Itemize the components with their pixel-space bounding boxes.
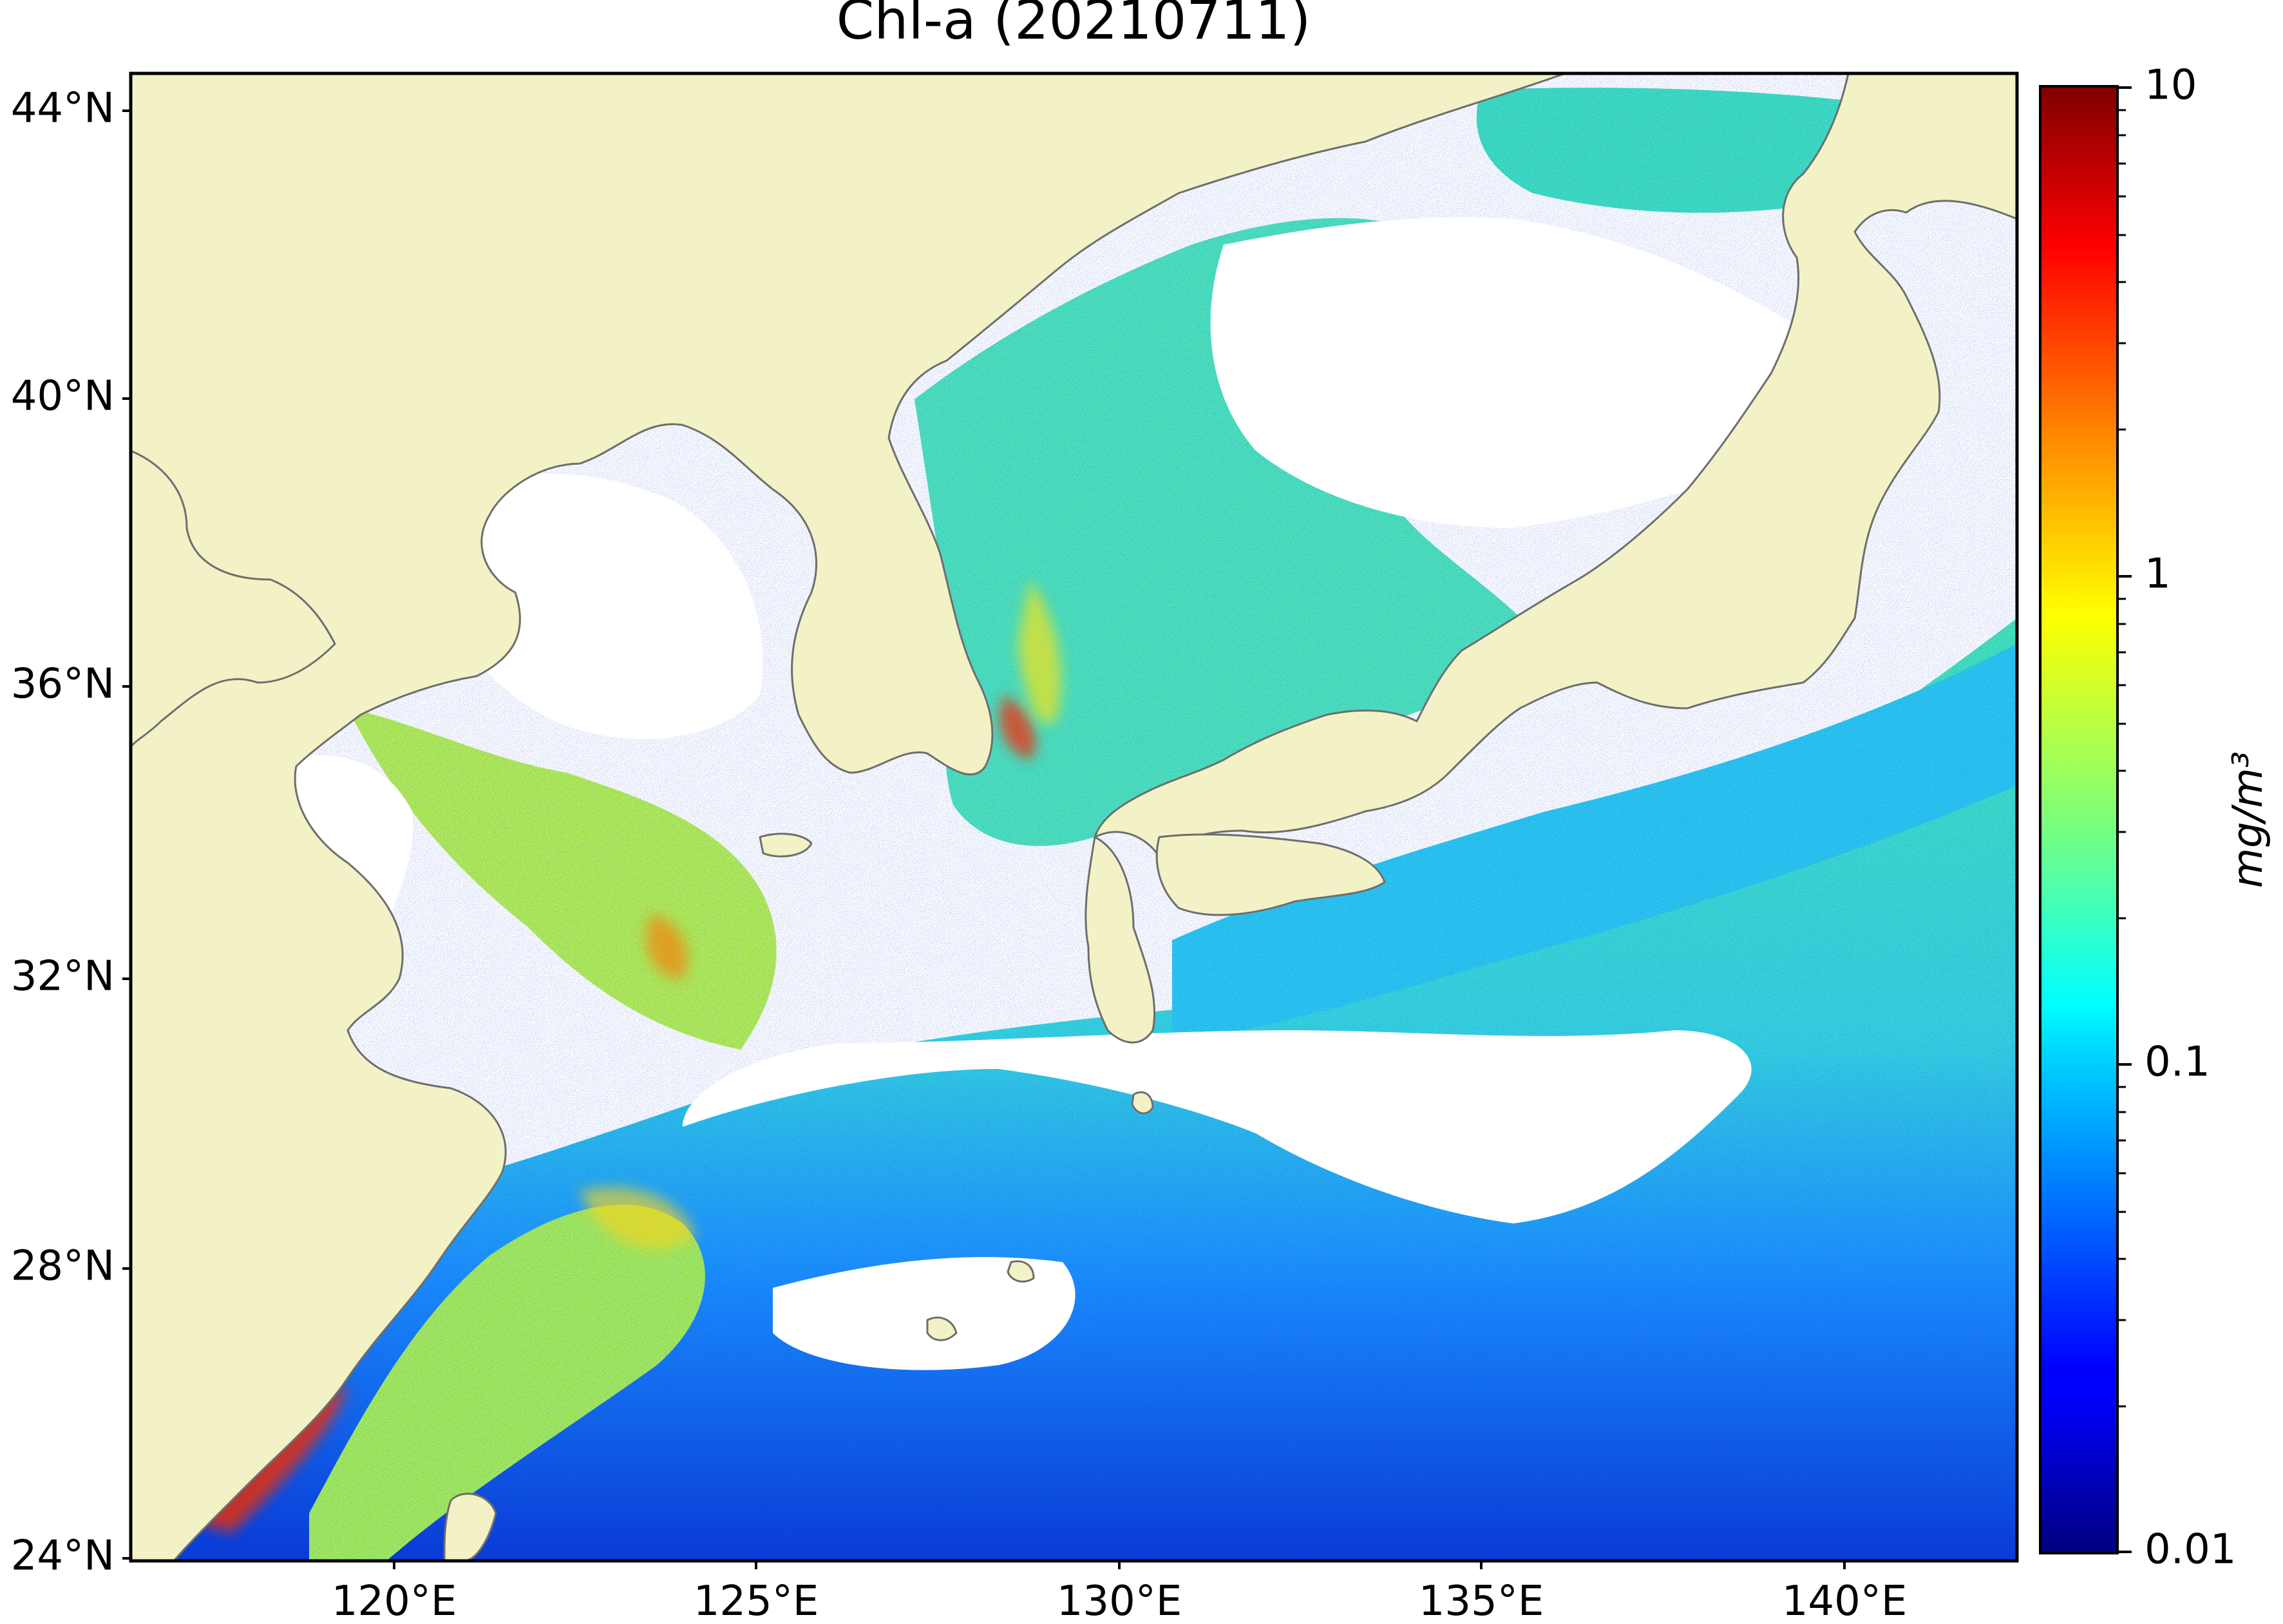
kyushu (1085, 836, 1156, 1044)
colorbar-minor-ticks (2117, 109, 2126, 1408)
amami (1007, 1260, 1035, 1283)
lon-label-130: 130°E (1057, 1578, 1182, 1624)
tanegashima (1131, 1091, 1154, 1115)
bohai-gulf-shore (131, 449, 336, 748)
jeju-island (759, 833, 813, 858)
colorbar-major-ticks (2117, 86, 2132, 1553)
map-area (131, 73, 2017, 1561)
lat-label-36: 36°N (11, 661, 115, 708)
lon-label-120: 120°E (332, 1578, 457, 1624)
colorbar: 10 1 0.1 0.01 mg/m³ (2039, 62, 2272, 1574)
lat-label-44: 44°N (11, 85, 115, 133)
colorbar-gradient (2039, 85, 2119, 1554)
lat-label-24: 24°N (11, 1533, 115, 1580)
map-title: Chl-a (20210711) (837, 0, 1311, 52)
colorbar-units-label: mg/m³ (2224, 751, 2272, 889)
lat-axis: 44°N 40°N 36°N 32°N 28°N 24°N (11, 85, 131, 1580)
lon-axis: 120°E 125°E 130°E 135°E 140°E (332, 1561, 1908, 1624)
colorbar-tick-0-1: 0.1 (2145, 1039, 2210, 1086)
lon-label-140: 140°E (1782, 1578, 1908, 1624)
japan-islands (1094, 73, 2017, 858)
lat-label-28: 28°N (11, 1243, 115, 1290)
shikoku (1155, 833, 1386, 916)
colorbar-tick-10: 10 (2145, 62, 2197, 109)
lon-label-125: 125°E (694, 1578, 819, 1624)
taiwan (443, 1493, 497, 1561)
lat-label-32: 32°N (11, 953, 115, 1001)
colorbar-tick-0-01: 0.01 (2145, 1526, 2237, 1574)
mainland-asia (131, 73, 1566, 1561)
okinawa (926, 1316, 958, 1341)
lat-label-40: 40°N (11, 373, 115, 420)
colorbar-tick-1: 1 (2145, 551, 2171, 598)
lon-label-135: 135°E (1419, 1578, 1544, 1624)
land (131, 73, 2017, 1561)
map-frame (129, 71, 2019, 1563)
